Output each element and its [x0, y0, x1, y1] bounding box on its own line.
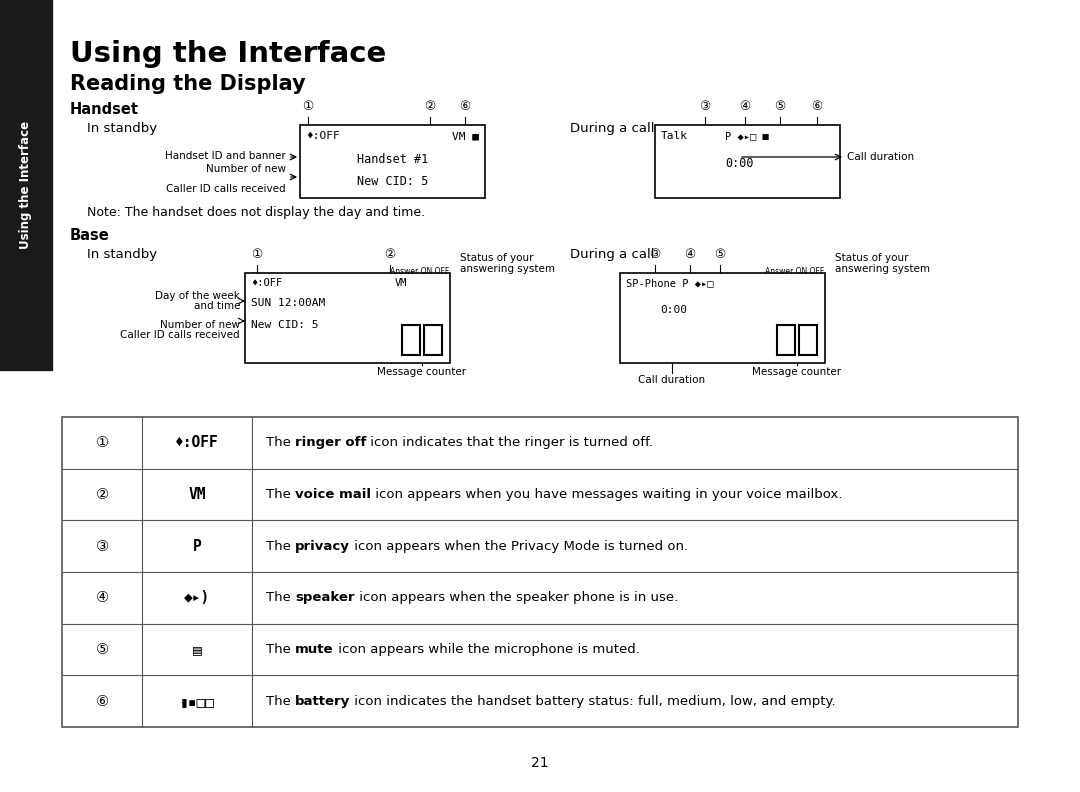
Text: During a call: During a call: [570, 122, 654, 135]
Text: icon indicates the handset battery status: full, medium, low, and empty.: icon indicates the handset battery statu…: [350, 695, 836, 708]
Text: Call duration: Call duration: [638, 375, 705, 385]
Text: ◆▸): ◆▸): [184, 590, 211, 605]
Text: ④: ④: [95, 590, 109, 605]
Text: icon appears when the speaker phone is in use.: icon appears when the speaker phone is i…: [354, 592, 678, 604]
Text: ▤: ▤: [192, 642, 201, 657]
Text: Status of your: Status of your: [460, 253, 534, 263]
Text: ①: ①: [252, 249, 262, 261]
Text: Day of the week: Day of the week: [156, 291, 240, 301]
Bar: [300, 125, 485, 198]
Text: 0:00: 0:00: [725, 157, 754, 170]
Text: ⑤: ⑤: [95, 642, 109, 657]
Text: In standby: In standby: [87, 122, 157, 135]
Text: ①: ①: [302, 101, 313, 113]
Text: ④: ④: [685, 249, 696, 261]
Text: Caller ID calls received: Caller ID calls received: [120, 330, 240, 340]
Text: ♦:OFF: ♦:OFF: [251, 278, 282, 288]
Text: ③: ③: [95, 539, 109, 554]
Text: 21: 21: [531, 756, 549, 770]
Bar: [0, 0, 52, 370]
Text: Handset #1: Handset #1: [356, 153, 428, 166]
Text: icon appears while the microphone is muted.: icon appears while the microphone is mut…: [334, 643, 639, 656]
Text: ringer off: ringer off: [295, 436, 366, 449]
Text: speaker: speaker: [295, 592, 354, 604]
Text: P ◆▸□ ■: P ◆▸□ ■: [725, 131, 769, 141]
Text: ②: ②: [95, 487, 109, 502]
Text: Handset: Handset: [70, 102, 139, 117]
Text: icon appears when you have messages waiting in your voice mailbox.: icon appears when you have messages wait…: [372, 488, 842, 501]
Text: Using the Interface: Using the Interface: [19, 121, 32, 249]
Text: voice mail: voice mail: [295, 488, 372, 501]
Text: VM: VM: [188, 487, 206, 502]
Text: New CID: 5: New CID: 5: [251, 320, 319, 330]
Text: ♦:OFF: ♦:OFF: [306, 131, 340, 141]
Text: P: P: [192, 539, 201, 554]
Text: Handset ID and banner: Handset ID and banner: [165, 151, 286, 161]
Text: ⑥: ⑥: [811, 101, 823, 113]
Text: ③: ③: [649, 249, 661, 261]
Text: SUN 12:00AM: SUN 12:00AM: [251, 298, 325, 308]
Text: mute: mute: [295, 643, 334, 656]
Text: Number of new: Number of new: [160, 320, 240, 330]
Text: privacy: privacy: [295, 539, 350, 553]
Text: ▮▪□□: ▮▪□□: [179, 694, 215, 709]
Text: VM ■: VM ■: [453, 131, 480, 141]
Text: ③: ③: [700, 101, 711, 113]
Bar: [424, 325, 442, 355]
Text: SP-Phone P ◆▸□: SP-Phone P ◆▸□: [626, 278, 714, 288]
Text: answering system: answering system: [460, 264, 555, 274]
Text: Number of new: Number of new: [206, 164, 286, 174]
Bar: [245, 273, 450, 363]
Text: The: The: [266, 436, 295, 449]
Text: The: The: [266, 592, 295, 604]
Bar: [620, 273, 825, 363]
Text: The: The: [266, 488, 295, 501]
Text: 0:00: 0:00: [660, 305, 687, 315]
Bar: [62, 417, 1018, 727]
Bar: [654, 125, 840, 198]
Text: In standby: In standby: [87, 248, 157, 261]
Bar: [402, 325, 420, 355]
Text: ⑥: ⑥: [459, 101, 471, 113]
Text: Call duration: Call duration: [847, 152, 914, 162]
Text: and time: and time: [193, 301, 240, 311]
Text: The: The: [266, 539, 295, 553]
Text: The: The: [266, 695, 295, 708]
Text: ②: ②: [424, 101, 435, 113]
Text: ④: ④: [740, 101, 751, 113]
Text: ⑤: ⑤: [774, 101, 785, 113]
Text: Reading the Display: Reading the Display: [70, 74, 306, 94]
Text: ②: ②: [384, 249, 395, 261]
Text: ♦:OFF: ♦:OFF: [175, 436, 219, 451]
Text: Using the Interface: Using the Interface: [70, 40, 387, 68]
Text: icon appears when the Privacy Mode is turned on.: icon appears when the Privacy Mode is tu…: [350, 539, 688, 553]
Text: icon indicates that the ringer is turned off.: icon indicates that the ringer is turned…: [366, 436, 653, 449]
Text: Message counter: Message counter: [753, 367, 841, 377]
Text: Talk: Talk: [661, 131, 688, 141]
Text: During a call: During a call: [570, 248, 654, 261]
Text: Answer ON OFF: Answer ON OFF: [766, 267, 825, 276]
Text: Answer ON OFF: Answer ON OFF: [390, 267, 449, 276]
Text: Message counter: Message counter: [377, 367, 467, 377]
Text: Caller ID calls received: Caller ID calls received: [166, 184, 286, 194]
Text: VM: VM: [395, 278, 407, 288]
Text: The: The: [266, 643, 295, 656]
Bar: [799, 325, 816, 355]
Text: answering system: answering system: [835, 264, 930, 274]
Text: battery: battery: [295, 695, 350, 708]
Text: Note: The handset does not display the day and time.: Note: The handset does not display the d…: [87, 206, 426, 219]
Text: ①: ①: [95, 436, 109, 451]
Text: Base: Base: [70, 228, 110, 243]
Text: ⑤: ⑤: [714, 249, 726, 261]
Text: New CID: 5: New CID: 5: [356, 175, 428, 188]
Text: Status of your: Status of your: [835, 253, 908, 263]
Text: ⑥: ⑥: [95, 694, 109, 709]
Bar: [777, 325, 795, 355]
